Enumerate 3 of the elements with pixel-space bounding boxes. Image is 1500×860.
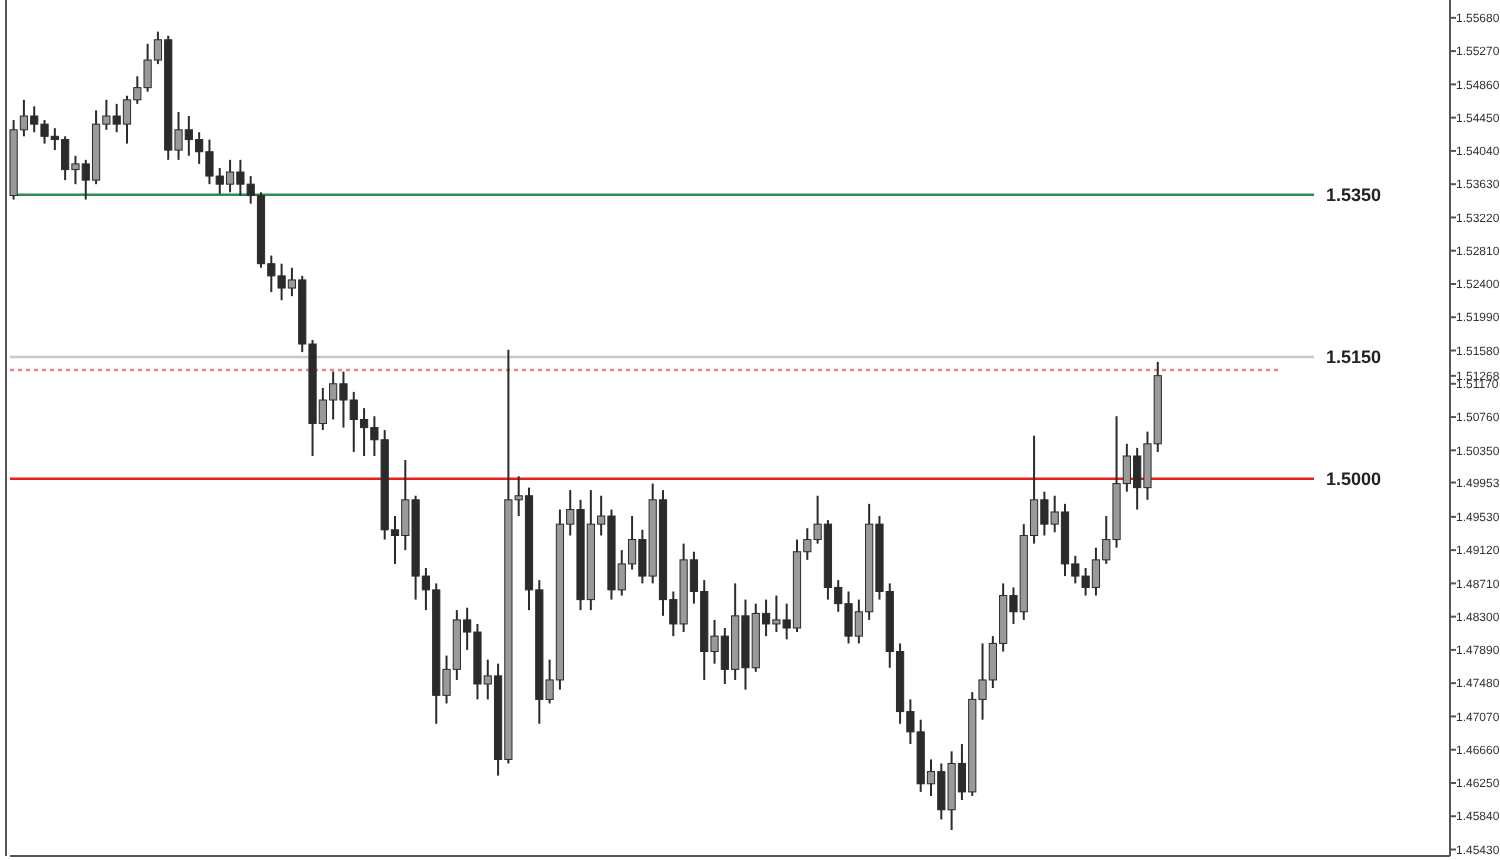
ref-line-label: 1.5150	[1326, 347, 1382, 368]
ref-line-label: 1.5350	[1326, 185, 1382, 206]
ref-line-label: 1.5000	[1326, 469, 1382, 490]
